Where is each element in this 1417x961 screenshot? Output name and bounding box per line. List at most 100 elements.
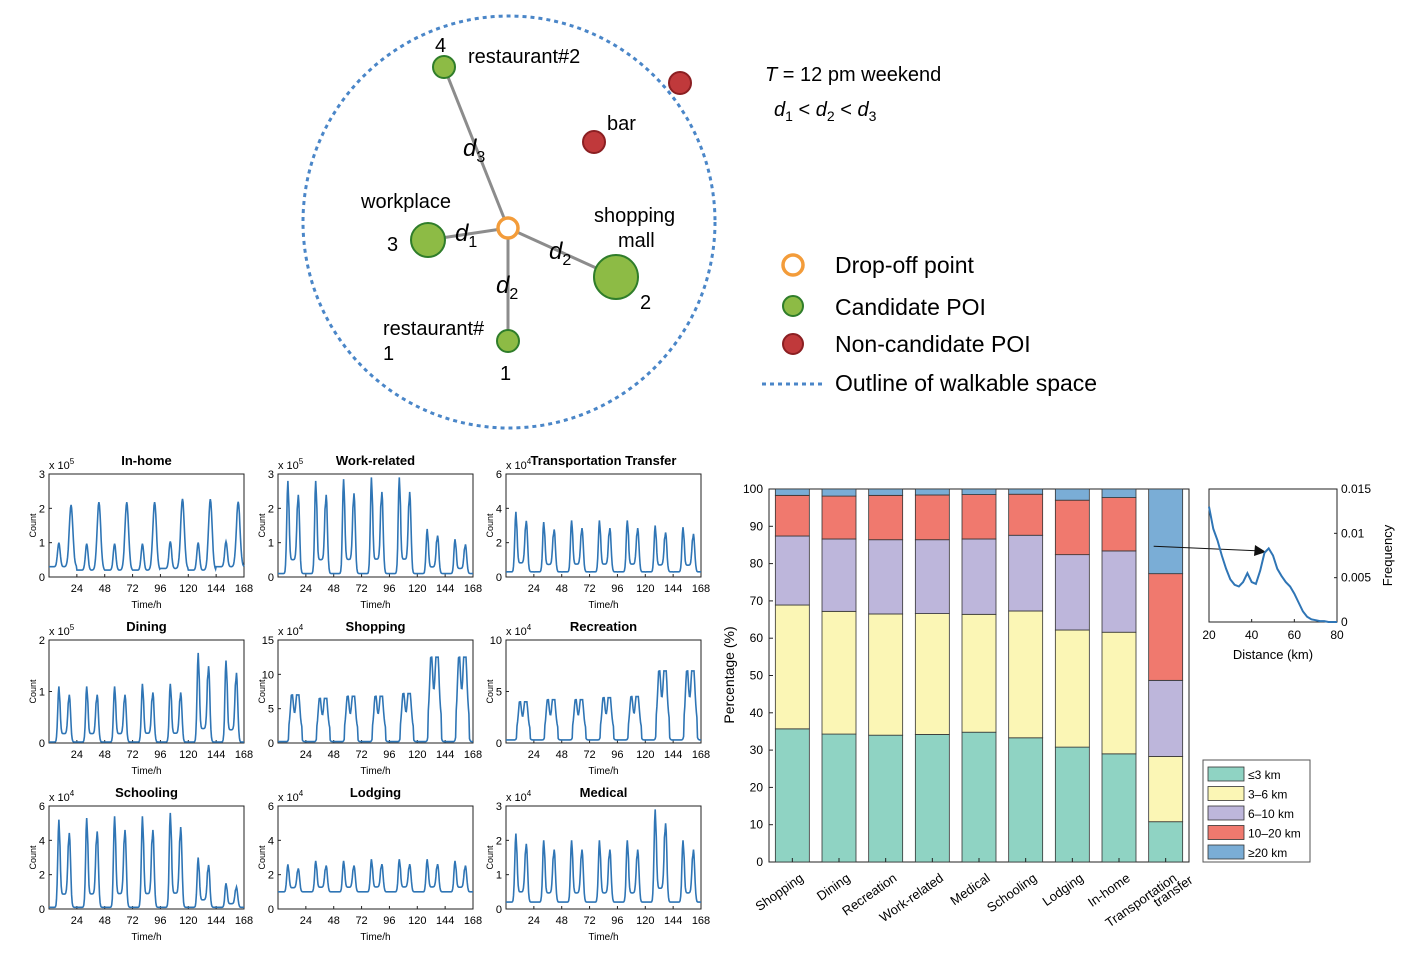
y-tick-label: 4 <box>268 835 274 847</box>
y-tick-label: 0 <box>39 738 45 750</box>
y-tick-label: 4 <box>496 503 502 515</box>
poi-shopping-mall <box>593 254 639 300</box>
x-tick-label: 72 <box>355 749 367 761</box>
x-tick-label: 24 <box>528 915 540 927</box>
exponent-base: x 10 <box>278 792 299 804</box>
x-tick-label: 168 <box>692 583 710 595</box>
exponent-base: x 10 <box>506 460 527 472</box>
bar-category-label: Schooling <box>984 870 1039 915</box>
bar-segment <box>914 734 950 863</box>
bar-category-label: Shopping <box>752 870 806 914</box>
y-axis-label: Count <box>28 679 38 704</box>
y-tick-label: 6 <box>268 801 274 813</box>
bar-y-tick-label: 40 <box>750 706 764 720</box>
panel-frame <box>505 473 702 578</box>
bar-segment <box>914 488 950 496</box>
panel-frame <box>48 639 245 744</box>
x-tick-label: 120 <box>408 583 426 595</box>
x-axis-label: Time/h <box>131 766 161 777</box>
legend-noncandidate-label: Non-candidate POI <box>835 331 1031 357</box>
x-tick-label: 168 <box>464 583 482 595</box>
inset-x-tick-label: 40 <box>1245 628 1259 642</box>
bar-y-tick-label: 80 <box>750 557 764 571</box>
series-line <box>278 477 473 575</box>
y-tick-label: 3 <box>496 801 502 813</box>
legend-noncandidate-marker <box>782 333 804 355</box>
walkable-space-outline <box>301 14 717 430</box>
bar-segment <box>1148 821 1184 863</box>
inset-y-tick-label: 0.01 <box>1341 526 1365 540</box>
panel-frame <box>277 805 474 910</box>
x-tick-label: 144 <box>207 915 225 927</box>
annotation-arrowhead <box>1254 545 1266 556</box>
bar-segment <box>1008 493 1044 536</box>
panel-frame <box>505 639 702 744</box>
x-axis-label: Time/h <box>588 932 618 943</box>
panel-exponent: x 104 <box>278 623 304 638</box>
panel-frame <box>505 805 702 910</box>
series-line <box>49 498 245 572</box>
inset-series-line <box>1208 506 1337 623</box>
panel-title: Schooling <box>115 785 178 800</box>
x-tick-label: 72 <box>126 583 138 595</box>
inset-y-tick-label: 0.005 <box>1341 571 1371 585</box>
y-tick-label: 0 <box>268 572 274 584</box>
bar-segment <box>774 604 810 730</box>
y-tick-label: 2 <box>268 870 274 882</box>
x-tick-label: 144 <box>436 749 454 761</box>
inset-frame <box>1208 488 1338 623</box>
x-axis-label: Time/h <box>131 932 161 943</box>
x-tick-label: 96 <box>383 583 395 595</box>
bar-segment <box>914 613 950 735</box>
label-bar: bar <box>607 113 636 135</box>
bar-segment <box>774 728 810 863</box>
exponent-power: 4 <box>527 623 532 632</box>
panel-frame <box>48 473 245 578</box>
x-tick-label: 168 <box>464 915 482 927</box>
bar-segment <box>961 613 997 733</box>
bar-y-tick-label: 10 <box>750 818 764 832</box>
condition-ordering: d1 < d2 < d3 <box>774 99 877 124</box>
panel-title: Medical <box>580 785 628 800</box>
series-line <box>49 652 244 743</box>
panel-exponent: x 104 <box>506 457 532 472</box>
label-restaurant2: restaurant#2 <box>468 46 580 68</box>
bar-legend-swatch <box>1207 844 1245 860</box>
series-line <box>278 859 473 893</box>
panel-dining: Dining x 105 0 1 2 24 48 72 96 120 144 168 Time/h Cou… <box>28 619 253 777</box>
x-axis-label: Time/h <box>588 766 618 777</box>
exponent-power: 4 <box>527 789 532 798</box>
panel-recreation: Recreation x 104 0 5 10 24 48 72 96 120 144 168 Time… <box>485 619 710 777</box>
y-axis-label: Count <box>257 679 267 704</box>
x-tick-label: 120 <box>408 915 426 927</box>
panel-title: Work-related <box>336 453 415 468</box>
panel-frame <box>48 805 245 910</box>
panel-work-related: Work-related x 105 0 1 2 3 24 48 72 96 120 144 168 Ti… <box>257 453 482 611</box>
exponent-power: 5 <box>70 457 75 466</box>
x-tick-label: 72 <box>583 915 595 927</box>
x-tick-label: 96 <box>154 583 166 595</box>
x-tick-label: 24 <box>300 583 312 595</box>
y-tick-label: 5 <box>268 704 274 716</box>
y-tick-label: 0 <box>496 904 502 916</box>
poi-workplace <box>410 222 446 258</box>
x-tick-label: 72 <box>583 583 595 595</box>
bar-segment <box>821 610 857 735</box>
bar-segment <box>1101 497 1137 552</box>
panel-exponent: x 104 <box>506 789 532 804</box>
label-workplace: workplace <box>360 191 451 213</box>
exponent-base: x 10 <box>49 626 70 638</box>
legend-outline-label: Outline of walkable space <box>835 370 1097 396</box>
bar-category-label: Lodging <box>1040 870 1087 909</box>
poi-offsite-noncandidate <box>668 71 692 95</box>
exponent-power: 5 <box>70 623 75 632</box>
panel-exponent: x 104 <box>278 789 304 804</box>
panel-title: Dining <box>126 619 166 634</box>
y-tick-label: 10 <box>490 635 502 647</box>
x-tick-label: 120 <box>179 749 197 761</box>
bar-segment <box>821 488 857 497</box>
x-tick-label: 144 <box>436 583 454 595</box>
y-tick-label: 1 <box>39 687 45 699</box>
bar-y-tick-label: 0 <box>756 855 763 869</box>
y-axis-label: Count <box>257 513 267 538</box>
